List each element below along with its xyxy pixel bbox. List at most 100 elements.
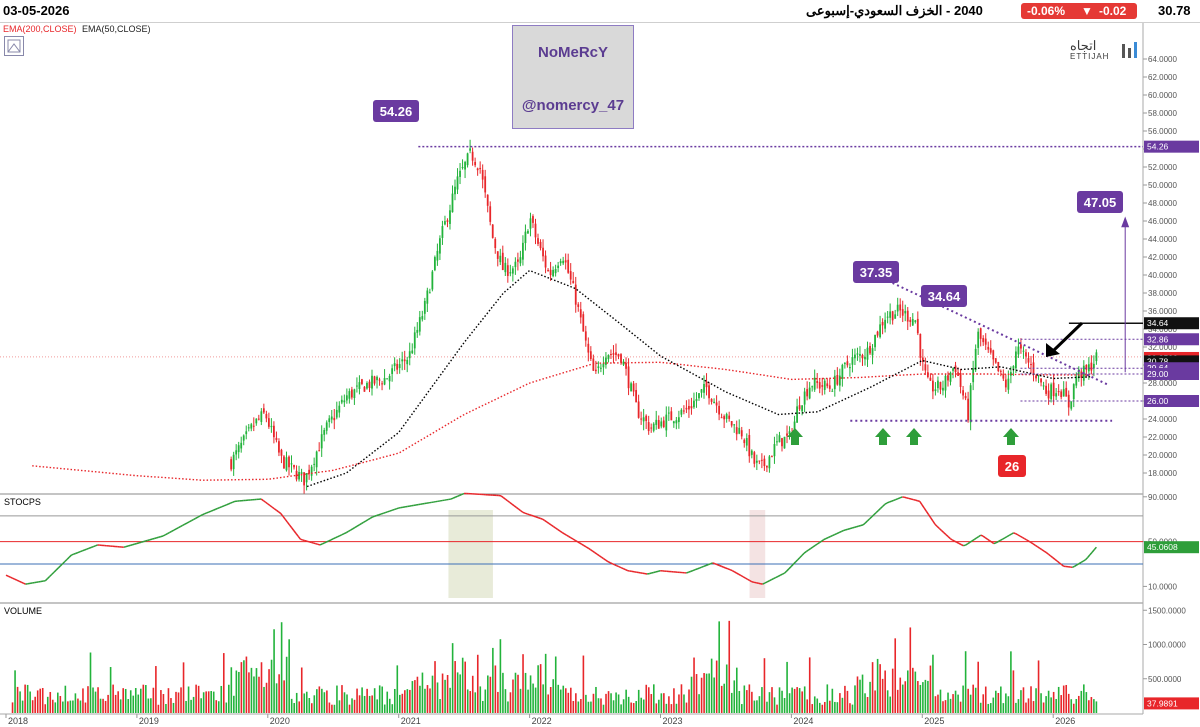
volume-bar	[683, 694, 685, 713]
candle-body	[859, 354, 861, 356]
stoch-line-segment	[836, 531, 840, 535]
stoch-line-segment	[520, 510, 524, 513]
candle-body	[994, 358, 997, 363]
stoch-line-segment	[697, 567, 700, 570]
stoch-line-segment	[284, 518, 288, 523]
target-arrow-head-icon	[1121, 216, 1130, 228]
volume-bar	[582, 655, 585, 713]
stoch-line-segment	[195, 516, 199, 519]
candle-body	[1030, 364, 1032, 366]
volume-bar	[1052, 691, 1055, 713]
volume-bar	[167, 688, 170, 713]
candle-body	[921, 357, 924, 362]
candle-body	[411, 350, 414, 354]
volume-bar	[107, 694, 109, 713]
candle-body	[625, 362, 627, 369]
volume-bar	[504, 689, 507, 713]
volume-bar	[205, 691, 207, 713]
candle-body	[285, 457, 288, 471]
candle-body	[753, 452, 756, 464]
stoch-line-segment	[714, 562, 718, 566]
volume-bar	[698, 694, 700, 713]
candle-body	[398, 364, 401, 369]
stoch-line-segment	[600, 556, 604, 560]
volume-bar	[1093, 699, 1095, 713]
stoch-line-segment	[280, 513, 284, 517]
stoch-line-segment	[223, 504, 227, 507]
volume-bar	[235, 670, 238, 713]
volume-bar	[1065, 684, 1068, 713]
candle-body	[237, 445, 240, 453]
stoch-line-segment	[396, 507, 399, 510]
stoch-line-segment	[317, 543, 321, 546]
pointer-arrow-head-icon	[1046, 343, 1060, 357]
stoch-line-segment	[79, 550, 83, 553]
volume-bar	[373, 688, 376, 713]
volume-bar	[39, 688, 42, 713]
price-axis-label: 34.0000	[1148, 325, 1177, 334]
candle-body	[559, 261, 562, 264]
stoch-line-segment	[1072, 565, 1075, 568]
volume-bar	[310, 703, 313, 713]
stoch-line-segment	[729, 569, 733, 572]
volume-bar	[655, 703, 658, 713]
volume-bar	[94, 691, 97, 713]
volume-bar	[924, 679, 927, 713]
stoch-line-segment	[354, 525, 358, 529]
stoch-line-segment	[910, 498, 914, 501]
stoch-line-segment	[361, 521, 365, 525]
stoch-line-segment	[278, 511, 282, 515]
stoch-line-segment	[173, 528, 177, 531]
candle-body	[428, 292, 431, 294]
volume-bar	[798, 688, 801, 713]
volume-bar	[431, 675, 434, 713]
stoch-line-segment	[895, 497, 899, 501]
candle-body	[577, 304, 580, 307]
stoch-line-segment	[160, 535, 164, 538]
volume-bar	[534, 687, 537, 713]
stoch-line-segment	[790, 563, 794, 568]
stoch-last-tag-box	[1144, 541, 1199, 554]
candle-body	[765, 465, 768, 468]
volume-bar	[600, 698, 602, 713]
volume-bar	[512, 679, 514, 713]
stoch-line-segment	[304, 539, 308, 542]
volume-bar	[517, 674, 519, 713]
candle-body	[989, 348, 992, 353]
volume-bar	[818, 702, 821, 713]
candle-body	[1057, 391, 1060, 393]
volume-bar	[482, 700, 484, 713]
stoch-line-segment	[1010, 532, 1014, 535]
candle-body	[861, 355, 864, 359]
time-axis-label: 2026	[1055, 716, 1075, 726]
volume-bar	[919, 684, 922, 713]
logo-english: ETTIJAH	[1070, 52, 1110, 61]
volume-bar	[756, 700, 758, 713]
candle-body	[1037, 375, 1040, 377]
candle-body	[1020, 344, 1022, 349]
candle-body	[723, 416, 726, 420]
candle-body	[871, 348, 874, 356]
stoch-line-segment	[524, 512, 528, 515]
volume-bar	[449, 687, 451, 713]
stoch-line-segment	[542, 518, 546, 522]
volume-bar	[492, 647, 494, 713]
stoch-line-segment	[350, 528, 354, 531]
price-axis-label: 46.0000	[1148, 217, 1177, 226]
stoch-line-segment	[727, 568, 731, 571]
candle-body	[469, 148, 471, 151]
volume-bar	[285, 656, 288, 713]
candle-body	[280, 449, 283, 456]
candle-body	[1042, 385, 1045, 387]
stoch-line-segment	[352, 526, 356, 530]
candle-body	[635, 390, 638, 403]
stoch-line-segment	[64, 558, 68, 563]
stoch-line-segment	[358, 522, 362, 526]
candle-body	[660, 421, 663, 427]
watermark-box: NoMeRcY @nomercy_47	[512, 25, 634, 129]
volume-bar	[1072, 703, 1075, 713]
volume-bar	[813, 696, 816, 713]
indicator-settings-icon[interactable]	[4, 36, 24, 56]
volume-bar	[733, 680, 736, 713]
